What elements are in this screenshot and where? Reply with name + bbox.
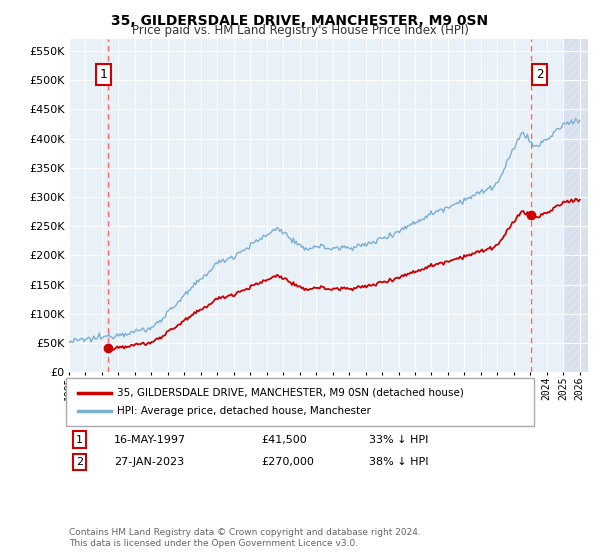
Text: 38% ↓ HPI: 38% ↓ HPI	[369, 457, 428, 467]
Text: 1: 1	[76, 435, 83, 445]
Text: Contains HM Land Registry data © Crown copyright and database right 2024.
This d: Contains HM Land Registry data © Crown c…	[69, 528, 421, 548]
Text: HPI: Average price, detached house, Manchester: HPI: Average price, detached house, Manc…	[117, 406, 371, 416]
Text: Price paid vs. HM Land Registry's House Price Index (HPI): Price paid vs. HM Land Registry's House …	[131, 24, 469, 37]
Text: 35, GILDERSDALE DRIVE, MANCHESTER, M9 0SN (detached house): 35, GILDERSDALE DRIVE, MANCHESTER, M9 0S…	[117, 388, 464, 398]
Text: £41,500: £41,500	[261, 435, 307, 445]
Text: 33% ↓ HPI: 33% ↓ HPI	[369, 435, 428, 445]
Text: 2: 2	[536, 68, 544, 81]
Text: £270,000: £270,000	[261, 457, 314, 467]
Text: 1: 1	[100, 68, 107, 81]
Text: 16-MAY-1997: 16-MAY-1997	[114, 435, 186, 445]
Text: 2: 2	[76, 457, 83, 467]
Text: 35, GILDERSDALE DRIVE, MANCHESTER, M9 0SN: 35, GILDERSDALE DRIVE, MANCHESTER, M9 0S…	[112, 14, 488, 28]
Text: 27-JAN-2023: 27-JAN-2023	[114, 457, 184, 467]
